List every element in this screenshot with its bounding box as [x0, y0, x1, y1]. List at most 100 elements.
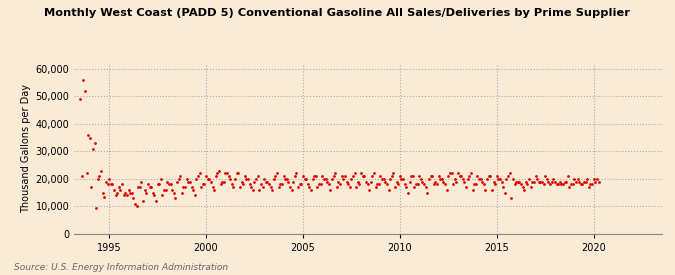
- Point: [205, 179, 216, 184]
- Point: [458, 177, 468, 181]
- Point: [549, 179, 560, 184]
- Point: [491, 174, 502, 178]
- Point: [233, 171, 244, 175]
- Point: [364, 188, 375, 192]
- Point: [415, 177, 426, 181]
- Point: [475, 177, 486, 181]
- Point: [346, 177, 357, 181]
- Point: [281, 177, 292, 181]
- Point: [154, 182, 165, 186]
- Point: [270, 174, 281, 178]
- Point: [537, 179, 547, 184]
- Point: [317, 174, 328, 178]
- Point: [488, 179, 499, 184]
- Point: [429, 182, 439, 186]
- Point: [91, 205, 102, 210]
- Point: [362, 182, 373, 186]
- Point: [244, 182, 255, 186]
- Point: [587, 182, 597, 186]
- Point: [78, 78, 88, 82]
- Point: [566, 182, 576, 186]
- Point: [446, 171, 457, 175]
- Point: [538, 182, 549, 186]
- Point: [564, 185, 575, 189]
- Point: [86, 185, 97, 189]
- Point: [109, 188, 119, 192]
- Point: [354, 182, 365, 186]
- Point: [196, 185, 207, 189]
- Point: [414, 174, 425, 178]
- Point: [372, 182, 383, 186]
- Point: [102, 182, 113, 186]
- Point: [115, 188, 126, 192]
- Point: [352, 179, 363, 184]
- Point: [377, 177, 387, 181]
- Point: [474, 177, 485, 181]
- Point: [248, 188, 259, 192]
- Point: [278, 174, 289, 178]
- Point: [256, 182, 267, 186]
- Point: [378, 177, 389, 181]
- Point: [430, 179, 441, 184]
- Point: [338, 177, 349, 181]
- Point: [171, 179, 182, 184]
- Point: [97, 190, 108, 195]
- Point: [520, 179, 531, 184]
- Y-axis label: Thousand Gallons per Day: Thousand Gallons per Day: [22, 84, 31, 213]
- Point: [506, 196, 516, 200]
- Point: [81, 171, 92, 175]
- Point: [117, 182, 128, 186]
- Point: [165, 182, 176, 186]
- Point: [389, 185, 400, 189]
- Point: [380, 179, 391, 184]
- Point: [219, 179, 230, 184]
- Point: [112, 190, 123, 195]
- Point: [170, 196, 181, 200]
- Point: [460, 185, 471, 189]
- Point: [105, 182, 116, 186]
- Point: [155, 177, 166, 181]
- Point: [149, 193, 160, 197]
- Point: [383, 188, 394, 192]
- Point: [314, 182, 325, 186]
- Point: [344, 185, 355, 189]
- Point: [514, 179, 524, 184]
- Point: [569, 177, 580, 181]
- Point: [220, 171, 231, 175]
- Point: [535, 179, 546, 184]
- Point: [580, 179, 591, 184]
- Point: [327, 177, 338, 181]
- Point: [578, 179, 589, 184]
- Point: [427, 174, 437, 178]
- Point: [138, 199, 148, 203]
- Point: [328, 174, 339, 178]
- Point: [230, 177, 240, 181]
- Point: [92, 177, 103, 181]
- Point: [438, 179, 449, 184]
- Point: [168, 190, 179, 195]
- Point: [236, 179, 247, 184]
- Point: [519, 188, 530, 192]
- Point: [558, 182, 568, 186]
- Point: [184, 179, 195, 184]
- Point: [479, 182, 489, 186]
- Point: [525, 185, 536, 189]
- Point: [348, 174, 358, 178]
- Point: [294, 182, 305, 186]
- Point: [466, 171, 477, 175]
- Point: [261, 179, 271, 184]
- Point: [548, 177, 559, 181]
- Point: [152, 182, 163, 186]
- Point: [123, 188, 134, 192]
- Point: [483, 174, 494, 178]
- Point: [139, 188, 150, 192]
- Point: [472, 174, 483, 178]
- Point: [209, 188, 219, 192]
- Point: [101, 179, 111, 184]
- Point: [291, 171, 302, 175]
- Point: [162, 179, 173, 184]
- Point: [527, 179, 538, 184]
- Point: [241, 177, 252, 181]
- Point: [234, 185, 245, 189]
- Point: [269, 177, 279, 181]
